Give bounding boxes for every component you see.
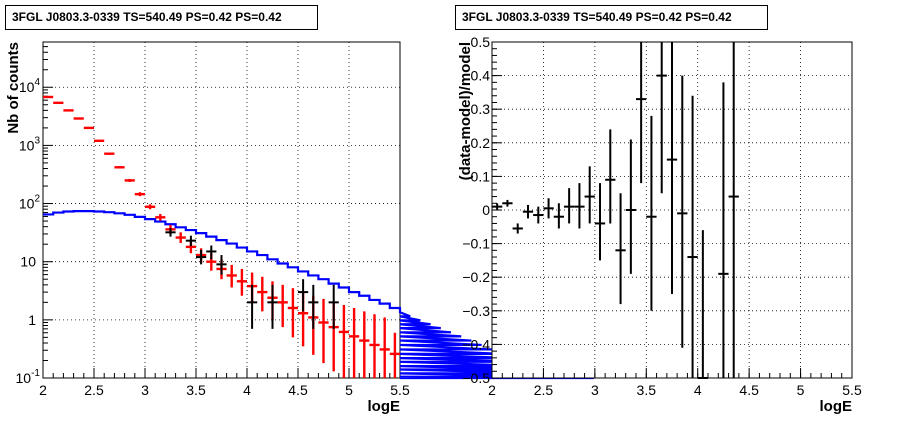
right-plot-title: 3FGL J0803.3-0339 TS=540.49 PS=0.42 PS=0… <box>455 5 768 30</box>
y-tick-label: 0.2 <box>471 135 491 151</box>
x-tick-label: 3 <box>141 382 149 398</box>
x-tick-label: 3.5 <box>637 382 657 398</box>
y-tick-label: −0.3 <box>462 303 490 319</box>
y-axis-label: (data-model)/model <box>457 42 474 180</box>
x-tick-label: 5.5 <box>842 382 862 398</box>
y-tick-label: 102 <box>19 194 41 212</box>
y-tick-label: 0.1 <box>471 168 491 184</box>
y-tick-label: 0.5 <box>471 34 491 50</box>
x-axis-label: logE <box>368 398 401 415</box>
y-tick-label: 0 <box>482 202 490 218</box>
left-plot-title: 3FGL J0803.3-0339 TS=540.49 PS=0.42 PS=0… <box>5 5 318 30</box>
x-tick-label: 5 <box>797 382 805 398</box>
y-tick-label: −0.2 <box>462 269 490 285</box>
x-tick-label: 2.5 <box>534 382 554 398</box>
x-tick-label: 2 <box>488 382 496 398</box>
x-tick-label: 4 <box>243 382 251 398</box>
x-tick-label: 3 <box>591 382 599 398</box>
x-tick-label: 4.5 <box>739 382 759 398</box>
right-plot-residuals: 2 2.5 3 3.5 4 4.5 5 5.5 −0.5 −0.4 −0.3 −0.2 −0.1 0 0.1… <box>457 34 862 415</box>
model-step-line <box>43 210 594 380</box>
y-tick-label: 0.3 <box>471 101 491 117</box>
y-axis-label: Nb of counts <box>5 42 22 134</box>
x-tick-label: 2 <box>39 382 47 398</box>
x-tick-label: 5.5 <box>390 382 410 398</box>
y-tick-label: 104 <box>19 77 41 95</box>
y-tick-label: −0.1 <box>462 236 490 252</box>
x-tick-label: 4 <box>694 382 702 398</box>
left-plot-counts: 2 2.5 3 3.5 4 4.5 5 5.5 10-1 1 10 102 103 104 logE Nb o… <box>5 41 594 415</box>
y-tick-label: −0.5 <box>462 370 490 386</box>
x-tick-label: 3.5 <box>186 382 206 398</box>
y-tick-label: 10-1 <box>16 368 41 386</box>
y-tick-label: 10 <box>20 254 36 270</box>
x-axis-label: logE <box>820 398 853 415</box>
x-tick-label: 5 <box>345 382 353 398</box>
plot-frame <box>42 41 401 379</box>
x-tick-label: 4.5 <box>288 382 308 398</box>
y-tick-label: 103 <box>19 135 41 153</box>
y-tick-label: 0.4 <box>471 68 491 84</box>
y-tick-label: −0.4 <box>462 336 490 352</box>
y-tick-label: 1 <box>28 312 36 328</box>
x-tick-label: 2.5 <box>84 382 104 398</box>
